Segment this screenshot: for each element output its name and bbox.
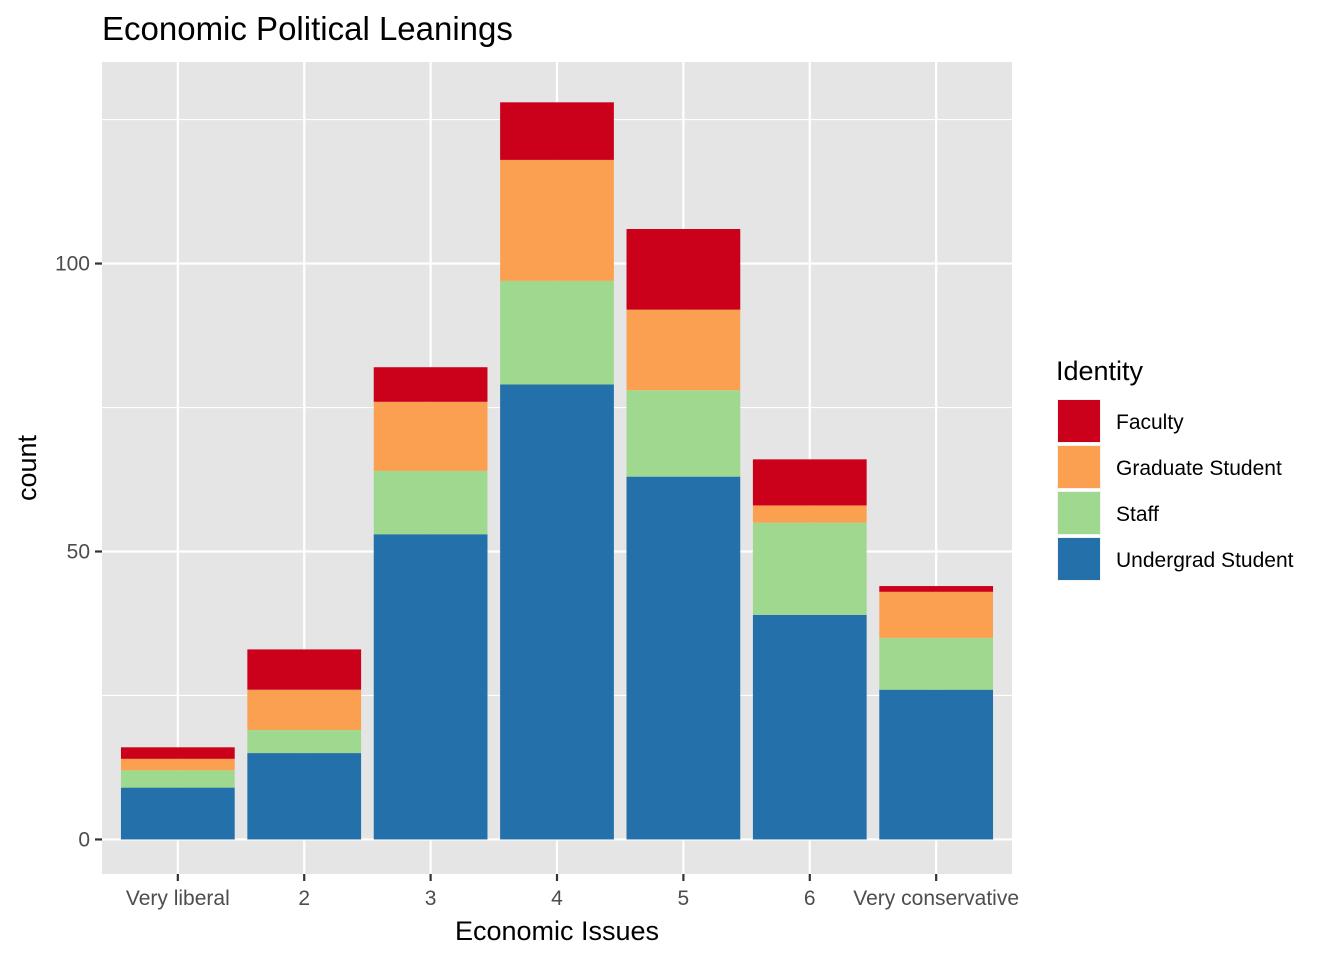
bar-segment-faculty <box>373 367 488 402</box>
bar-segment-staff <box>247 730 362 754</box>
bar-segment-staff <box>373 470 488 535</box>
bar-segment-staff <box>626 390 741 477</box>
legend-label-undergrad-student: Undergrad Student <box>1116 549 1294 572</box>
bar-segment-graduate-student <box>626 309 741 391</box>
bar-segment-undergrad-student <box>500 384 614 840</box>
x-tick-label: 5 <box>678 887 690 910</box>
bar-segment-staff <box>752 522 867 615</box>
bar-segment-graduate-student <box>120 758 235 771</box>
x-tick-label: 3 <box>425 887 437 910</box>
chart-title: Economic Political Leanings <box>102 10 513 47</box>
bar-segment-graduate-student <box>500 159 614 281</box>
bar-segment-undergrad-student <box>373 534 488 840</box>
x-tick-label: 6 <box>804 887 816 910</box>
x-tick-label: 4 <box>551 887 563 910</box>
bar-segment-graduate-student <box>879 591 994 638</box>
bar-segment-staff <box>120 770 235 788</box>
y-axis: 0 50 100 <box>55 253 102 851</box>
bar-segment-undergrad-student <box>752 614 867 840</box>
y-tick-label: 0 <box>78 828 90 851</box>
y-tick-label: 100 <box>55 253 90 276</box>
bar-segment-graduate-student <box>752 505 867 523</box>
bar-segment-faculty <box>752 459 867 506</box>
y-axis-title: count <box>12 434 42 501</box>
bar-segment-undergrad-student <box>879 689 994 840</box>
bar-segment-faculty <box>247 649 362 690</box>
bar-segment-graduate-student <box>247 689 362 731</box>
bar-segment-faculty <box>879 586 994 592</box>
x-axis: Very liberal 2 3 4 5 6 Very conservative <box>126 874 1019 910</box>
bar-segment-graduate-student <box>373 401 488 471</box>
x-tick-label: Very conservative <box>853 887 1019 910</box>
x-axis-title: Economic Issues <box>455 916 659 946</box>
bar-segment-undergrad-student <box>626 476 741 840</box>
bar-segment-faculty <box>500 102 614 160</box>
legend-swatch-faculty <box>1058 400 1100 442</box>
bar-segment-undergrad-student <box>247 753 362 840</box>
bar-segment-staff <box>879 637 994 690</box>
bar-segment-faculty <box>120 747 235 759</box>
legend-swatch-undergrad-student <box>1058 538 1100 580</box>
bar-segment-faculty <box>626 229 741 310</box>
legend-label-staff: Staff <box>1116 503 1159 526</box>
legend-swatch-graduate-student <box>1058 446 1100 488</box>
bars <box>120 102 994 840</box>
legend-swatch-staff <box>1058 492 1100 534</box>
x-tick-label: Very liberal <box>126 887 230 910</box>
x-tick-label: 2 <box>298 887 310 910</box>
legend-label-graduate-student: Graduate Student <box>1116 457 1282 480</box>
y-tick-label: 50 <box>67 541 90 564</box>
legend-label-faculty: Faculty <box>1116 411 1184 434</box>
bar-segment-staff <box>500 280 614 385</box>
legend-title: Identity <box>1056 356 1144 386</box>
bar-segment-undergrad-student <box>120 787 235 840</box>
legend: Identity Faculty Graduate Student Staff Und… <box>1056 356 1294 581</box>
